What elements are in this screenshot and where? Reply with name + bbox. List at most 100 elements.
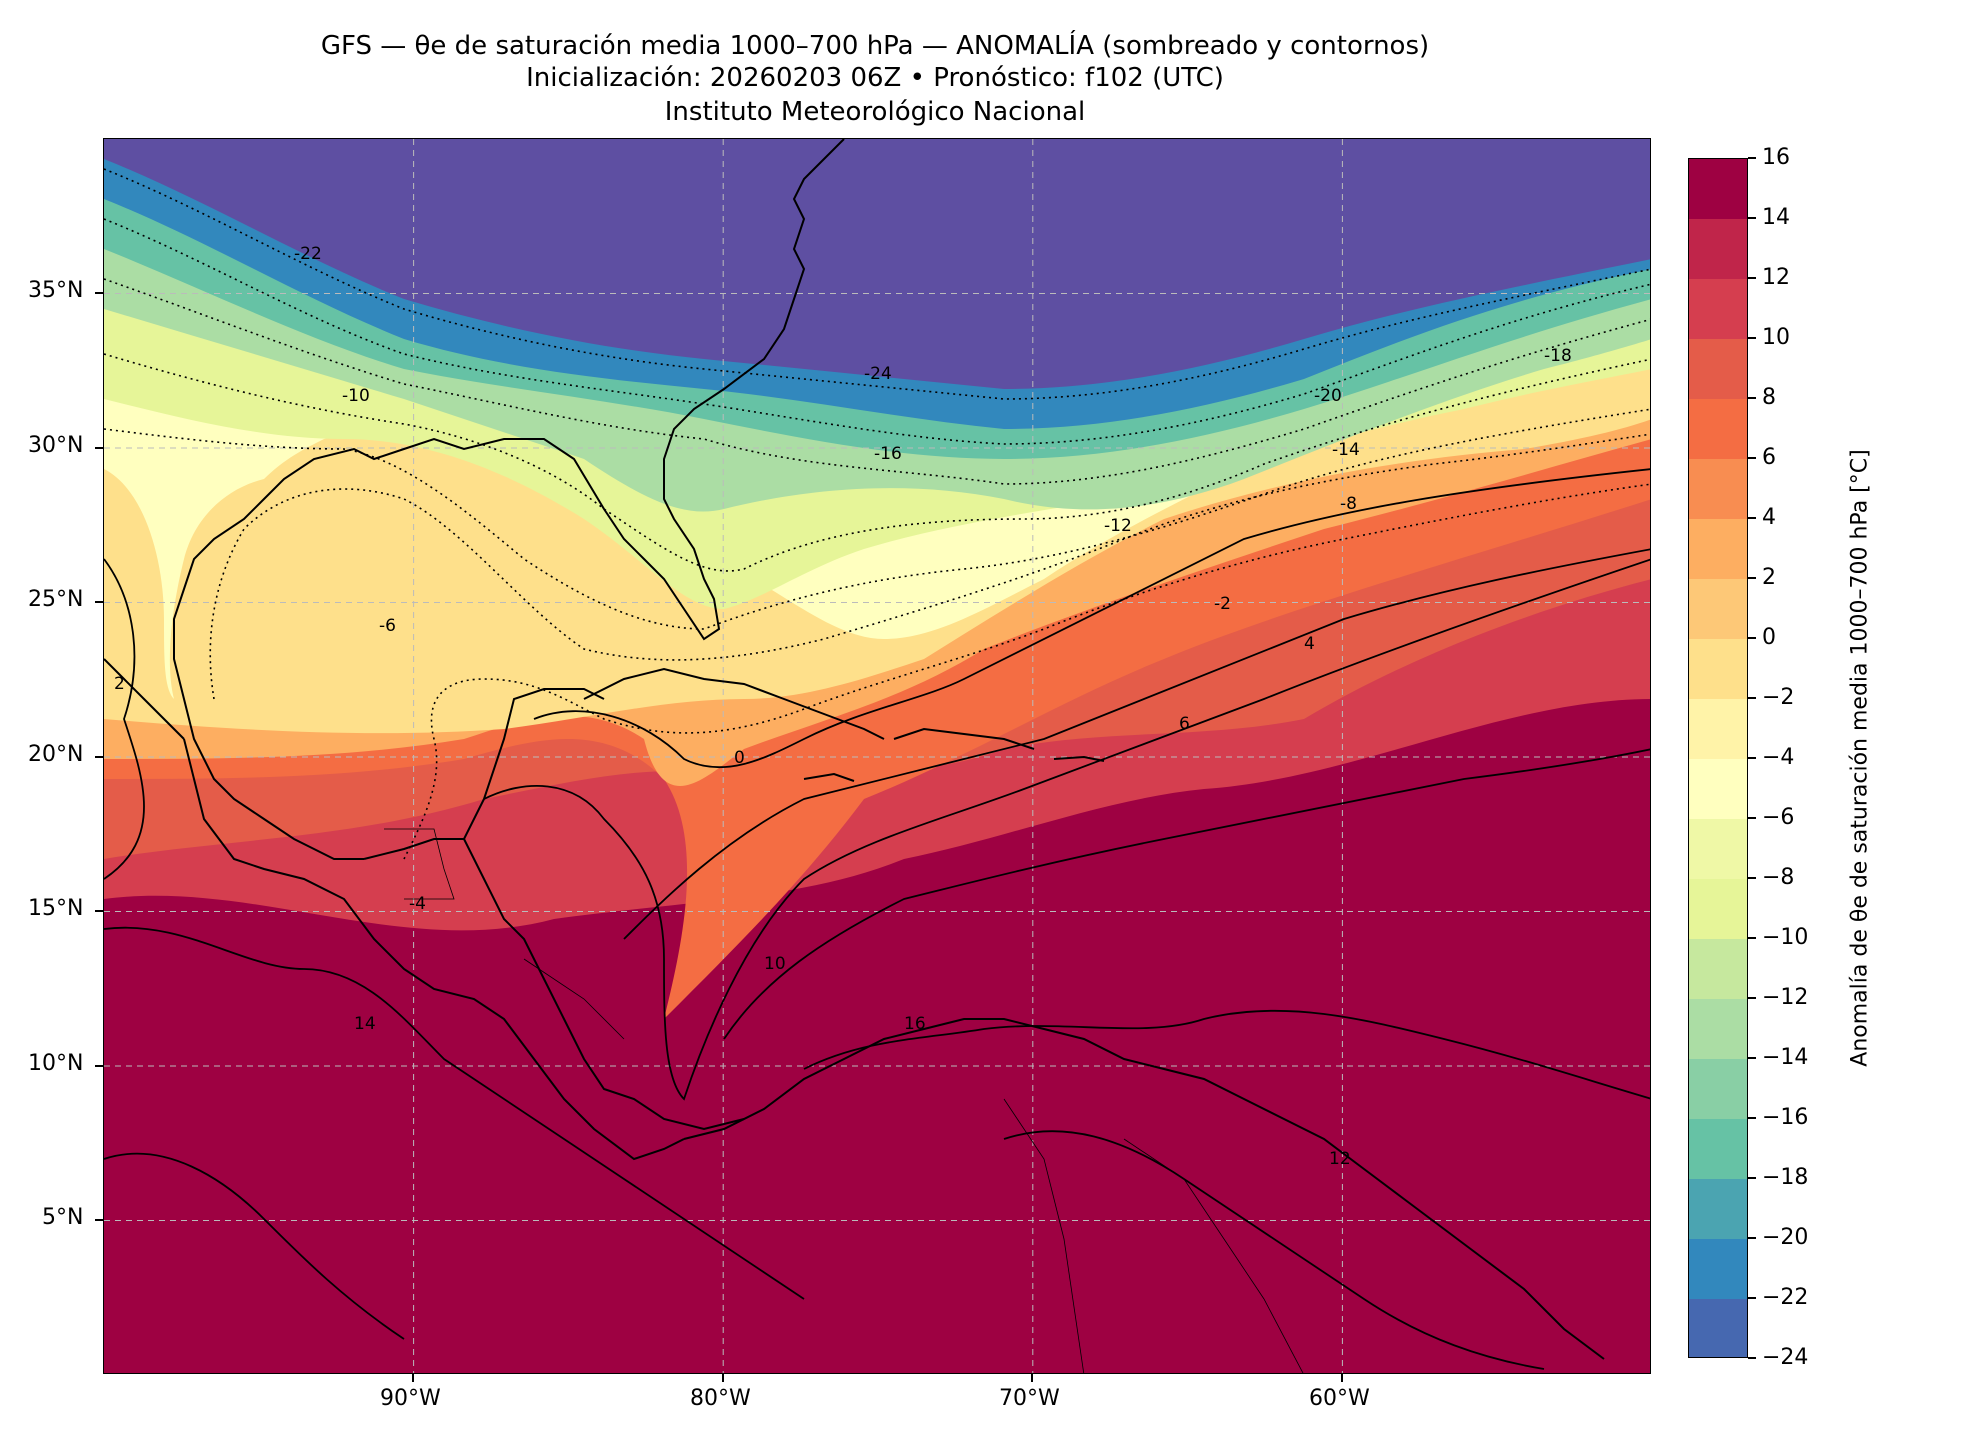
band-minus24 [104,139,1650,389]
colorbar-tick-mark [1748,1297,1756,1299]
lat-tick-mark [95,910,103,912]
colorbar-tick-mark [1748,997,1756,999]
contour-label: -14 [1332,440,1360,460]
colorbar-tick-label: −6 [1762,805,1795,830]
colorbar-tick-label: 0 [1762,625,1776,650]
contour-label: -4 [409,894,426,914]
colorbar-tick-label: −20 [1762,1225,1809,1250]
lat-tick-label: 5°N [42,1205,84,1230]
colorbar-tick-label: −18 [1762,1165,1809,1190]
colorbar-segment [1689,459,1747,520]
chart-subtitle-institute: Instituto Meteorológico Nacional [664,97,1086,127]
colorbar-segment [1689,879,1747,940]
colorbar-segment [1689,219,1747,280]
lat-tick-label: 10°N [28,1051,84,1076]
colorbar-tick-mark [1748,217,1756,219]
lat-tick-mark [95,292,103,294]
contour-label: 16 [904,1014,926,1034]
colorbar-segment [1689,759,1747,820]
colorbar-segment [1689,399,1747,460]
contour-label: 14 [354,1014,376,1034]
colorbar-segment [1689,579,1747,640]
colorbar-tick-label: 6 [1762,445,1776,470]
colorbar-segment [1689,279,1747,340]
colorbar-tick-label: 16 [1762,145,1790,170]
colorbar-tick-mark [1748,1117,1756,1119]
colorbar-tick-label: 14 [1762,205,1790,230]
colorbar-tick-label: 2 [1762,565,1776,590]
lon-tick-label: 80°W [690,1386,751,1411]
lon-tick-label: 90°W [380,1386,441,1411]
colorbar-segment [1689,1239,1747,1300]
lon-tick-mark [412,1374,414,1382]
lon-tick-label: 70°W [999,1386,1060,1411]
contour-label: -22 [294,244,322,264]
colorbar-tick-label: −10 [1762,925,1809,950]
colorbar-tick-label: 12 [1762,265,1790,290]
contour-label: -12 [1104,516,1132,536]
contour-label: -8 [1340,494,1357,514]
colorbar-segment [1689,639,1747,700]
contour-label: -16 [874,444,902,464]
negative-contours [104,168,1650,860]
contour-label: 12 [1329,1149,1351,1169]
lat-tick-label: 30°N [28,433,84,458]
contour-label: 6 [1179,714,1190,734]
contour-label: -6 [379,616,396,636]
colorbar-tick-mark [1748,877,1756,879]
lat-tick-mark [95,756,103,758]
positive-contours [104,468,1650,1370]
lat-tick-label: 20°N [28,742,84,767]
colorbar-segment [1689,1299,1747,1357]
lon-tick-mark [1031,1374,1033,1382]
colorbar-segment [1689,1179,1747,1240]
lat-tick-mark [95,447,103,449]
colorbar-segment [1689,999,1747,1060]
colorbar-segment [1689,819,1747,880]
contour-label: -10 [342,386,370,406]
coastlines [104,139,1605,1360]
colorbar-tick-mark [1748,1177,1756,1179]
colorbar-segment [1689,159,1747,220]
contour-label: -18 [1544,346,1572,366]
colorbar-tick-mark [1748,397,1756,399]
contour-label: -2 [1214,594,1231,614]
colorbar-segment [1689,519,1747,580]
colorbar-tick-mark [1748,457,1756,459]
country-borders [384,828,1304,1373]
colorbar-tick-label: −24 [1762,1345,1809,1370]
contour-label: 10 [764,954,786,974]
contour-label: -24 [864,364,892,384]
colorbar-tick-mark [1748,1057,1756,1059]
colorbar-tick-mark [1748,937,1756,939]
colorbar-tick-label: −4 [1762,745,1795,770]
colorbar-tick-label: −2 [1762,685,1795,710]
colorbar-tick-mark [1748,757,1756,759]
lat-tick-label: 25°N [28,587,84,612]
lon-tick-mark [722,1374,724,1382]
colorbar-tick-label: −12 [1762,985,1809,1010]
colorbar-label: Anomalía de θe de saturación media 1000–… [1847,449,1873,1067]
gridlines [104,139,1650,1373]
lat-tick-label: 15°N [28,896,84,921]
colorbar-tick-mark [1748,1357,1756,1359]
lat-tick-label: 35°N [28,278,84,303]
colorbar-tick-mark [1748,157,1756,159]
lat-tick-mark [95,601,103,603]
colorbar-tick-label: 8 [1762,385,1776,410]
contour-label: 4 [1304,634,1315,654]
contour-label: -20 [1314,386,1342,406]
colorbar-tick-mark [1748,337,1756,339]
anomaly-map: -24 -22 -20 -18 -16 -14 -12 -10 -8 -6 -4… [104,139,1650,1373]
colorbar-tick-label: 10 [1762,325,1790,350]
colorbar-tick-label: 4 [1762,505,1776,530]
colorbar-tick-mark [1748,1237,1756,1239]
lon-tick-mark [1341,1374,1343,1382]
lon-tick-label: 60°W [1309,1386,1370,1411]
colorbar [1688,158,1748,1358]
colorbar-tick-label: −14 [1762,1045,1809,1070]
colorbar-tick-mark [1748,817,1756,819]
chart-title: GFS — θe de saturación media 1000–700 hP… [320,31,1430,61]
colorbar-tick-label: −22 [1762,1285,1809,1310]
lat-tick-mark [95,1219,103,1221]
